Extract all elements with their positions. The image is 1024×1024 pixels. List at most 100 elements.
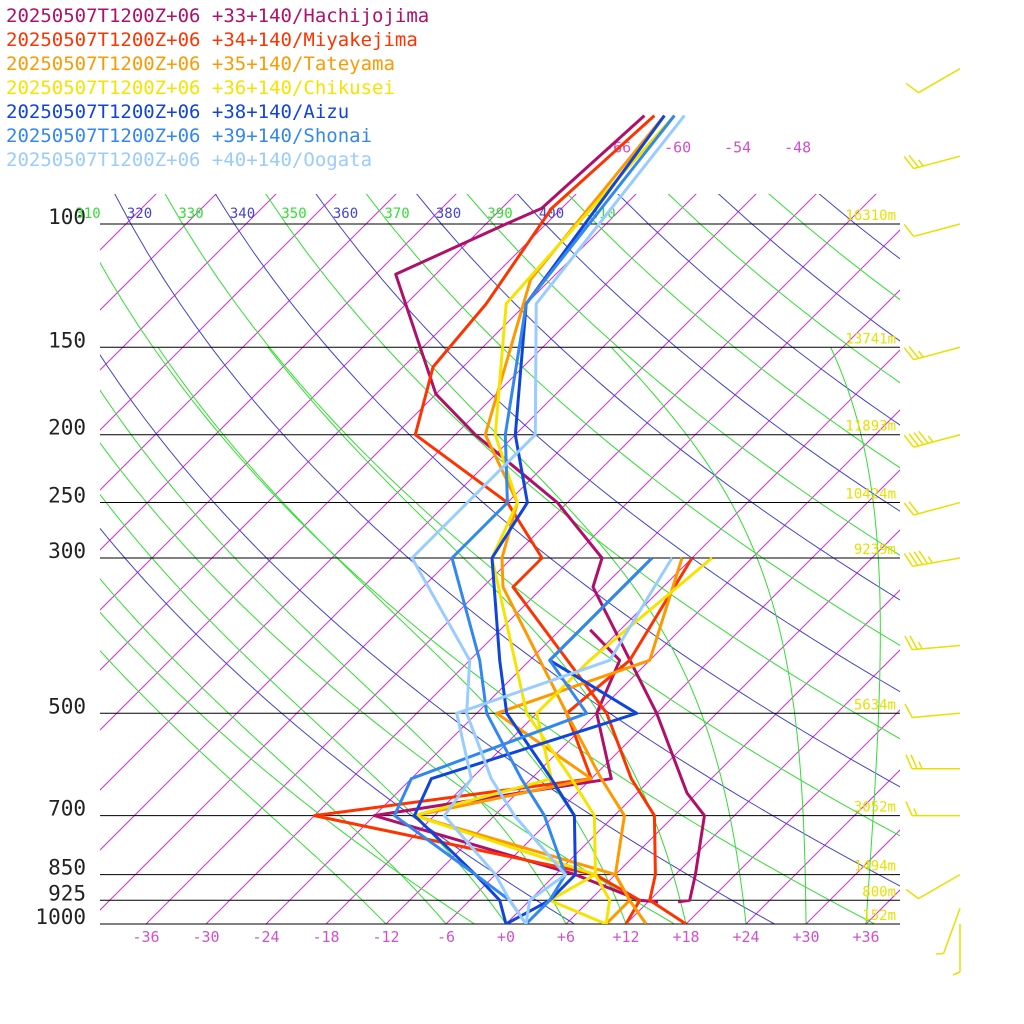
moist-adiabat-line bbox=[100, 493, 507, 924]
adiabat-line bbox=[100, 611, 476, 924]
wind-barb bbox=[903, 430, 961, 448]
theta-label: 340 bbox=[230, 206, 255, 222]
isotherm-line bbox=[100, 194, 217, 311]
isotherm-line bbox=[565, 589, 900, 924]
adiabat-line bbox=[100, 354, 776, 924]
moist-adiabat-line bbox=[100, 649, 387, 924]
theta-label: 350 bbox=[281, 206, 306, 222]
pressure-label: 925 bbox=[48, 881, 86, 905]
temperature-tick-label: +0 bbox=[497, 928, 515, 946]
theta-label: 360 bbox=[333, 206, 358, 222]
adiabat-line bbox=[214, 194, 900, 788]
adiabat-line bbox=[466, 194, 900, 556]
height-label: 10424m bbox=[845, 487, 896, 503]
temperature-line-series-4 bbox=[490, 114, 666, 924]
wind-barb bbox=[903, 223, 961, 238]
dewpoint-line-series-6 bbox=[442, 557, 674, 924]
temperature-tick-label: -36 bbox=[132, 928, 159, 946]
theta-label: 330 bbox=[178, 206, 203, 222]
isotherm-line bbox=[100, 194, 697, 791]
temperature-line-series-3 bbox=[490, 114, 676, 924]
height-label: 1494m bbox=[854, 859, 896, 875]
chart-legend: 20250507T1200Z+06 +33+140/Hachijojima 202… bbox=[6, 4, 429, 172]
isotherm-line bbox=[0, 69, 221, 924]
theta-label: 380 bbox=[436, 206, 461, 222]
wind-barb bbox=[904, 703, 961, 719]
pressure-label: 300 bbox=[48, 539, 86, 563]
soundings bbox=[312, 114, 713, 924]
pressure-label: 500 bbox=[48, 694, 86, 718]
theta-label: 390 bbox=[487, 206, 512, 222]
temperature-tick-label: +36 bbox=[852, 928, 879, 946]
pressure-label: 100 bbox=[48, 205, 86, 229]
pressure-label: 150 bbox=[48, 328, 86, 352]
adiabat-line bbox=[315, 194, 900, 693]
height-label: 800m bbox=[862, 884, 896, 900]
wind-barb bbox=[903, 345, 961, 361]
moist-adiabat-line bbox=[100, 389, 567, 924]
wind-barb bbox=[903, 501, 961, 516]
dewpoint-line-series-1 bbox=[312, 557, 694, 924]
legend-entry: 20250507T1200Z+06 +33+140/Hachijojima bbox=[6, 5, 430, 27]
wind-barb bbox=[905, 801, 960, 817]
moist-adiabat-line bbox=[830, 347, 881, 924]
height-label: 152m bbox=[862, 908, 896, 924]
pressure-label: 1000 bbox=[35, 905, 86, 929]
adiabat-line bbox=[617, 194, 900, 426]
isotherm-line bbox=[205, 229, 900, 924]
temperature-tick-label: +18 bbox=[672, 928, 699, 946]
isotherm-line bbox=[100, 194, 517, 611]
isotherm-line bbox=[100, 194, 457, 551]
adiabat-line bbox=[566, 194, 900, 469]
moist-adiabat-line bbox=[100, 578, 447, 924]
temperature-line-series-5 bbox=[450, 114, 676, 924]
pressure-label: 850 bbox=[48, 856, 86, 880]
moist-adiabat-line bbox=[611, 346, 807, 924]
isotherm-line bbox=[385, 409, 900, 924]
isotherm-line bbox=[685, 709, 900, 924]
dewpoint-line-series-4 bbox=[412, 556, 654, 924]
wind-barb bbox=[952, 924, 961, 976]
temperature-tick-label: -30 bbox=[192, 928, 219, 946]
temperature-tick-label: +6 bbox=[557, 928, 575, 946]
isotherm-line bbox=[100, 194, 577, 671]
temperature-tick-label: -12 bbox=[372, 928, 399, 946]
wind-barb bbox=[904, 635, 961, 651]
temperature-line-series-6 bbox=[410, 114, 686, 924]
dewpoint-line-series-5 bbox=[392, 556, 654, 924]
temperature-line-series-1 bbox=[413, 114, 687, 924]
wind-barb bbox=[935, 908, 961, 955]
adiabat-line bbox=[265, 194, 900, 740]
moist-adiabat-line bbox=[414, 346, 747, 924]
isotherm-line bbox=[100, 194, 277, 371]
theta-label: 370 bbox=[384, 206, 409, 222]
temperature-tick-label: +30 bbox=[792, 928, 819, 946]
moist-adiabat-line bbox=[267, 346, 687, 924]
isotherm-line bbox=[745, 769, 900, 924]
isotherm-line bbox=[265, 289, 900, 924]
legend-entry: 20250507T1200Z+06 +39+140/Shonai bbox=[6, 125, 373, 147]
isotherm-line bbox=[100, 194, 337, 431]
isotherm-line bbox=[100, 194, 637, 731]
isotherm-line bbox=[625, 649, 900, 924]
pressure-label: 250 bbox=[48, 484, 86, 508]
isotherm-line bbox=[505, 529, 900, 924]
wind-barb bbox=[905, 873, 961, 900]
adiabat-line bbox=[100, 261, 876, 924]
height-label: 5634m bbox=[854, 697, 896, 713]
temperature-tick-label: -18 bbox=[312, 928, 339, 946]
moist-adiabat-line bbox=[157, 346, 627, 924]
adiabat-line bbox=[164, 194, 900, 837]
isotherm-line bbox=[100, 194, 157, 251]
temperature-tick-label: -6 bbox=[437, 928, 455, 946]
theta-label: 310 bbox=[75, 206, 100, 222]
adiabat-line bbox=[365, 194, 900, 646]
pressure-label: 200 bbox=[48, 416, 86, 440]
temperature-line-series-0 bbox=[394, 114, 706, 904]
isotherm-line bbox=[100, 194, 397, 491]
height-label: 16310m bbox=[845, 208, 896, 224]
legend-entry: 20250507T1200Z+06 +35+140/Tateyama bbox=[6, 53, 395, 75]
isotherm-line bbox=[986, 69, 1024, 924]
temperature-line-series-2 bbox=[483, 114, 666, 924]
